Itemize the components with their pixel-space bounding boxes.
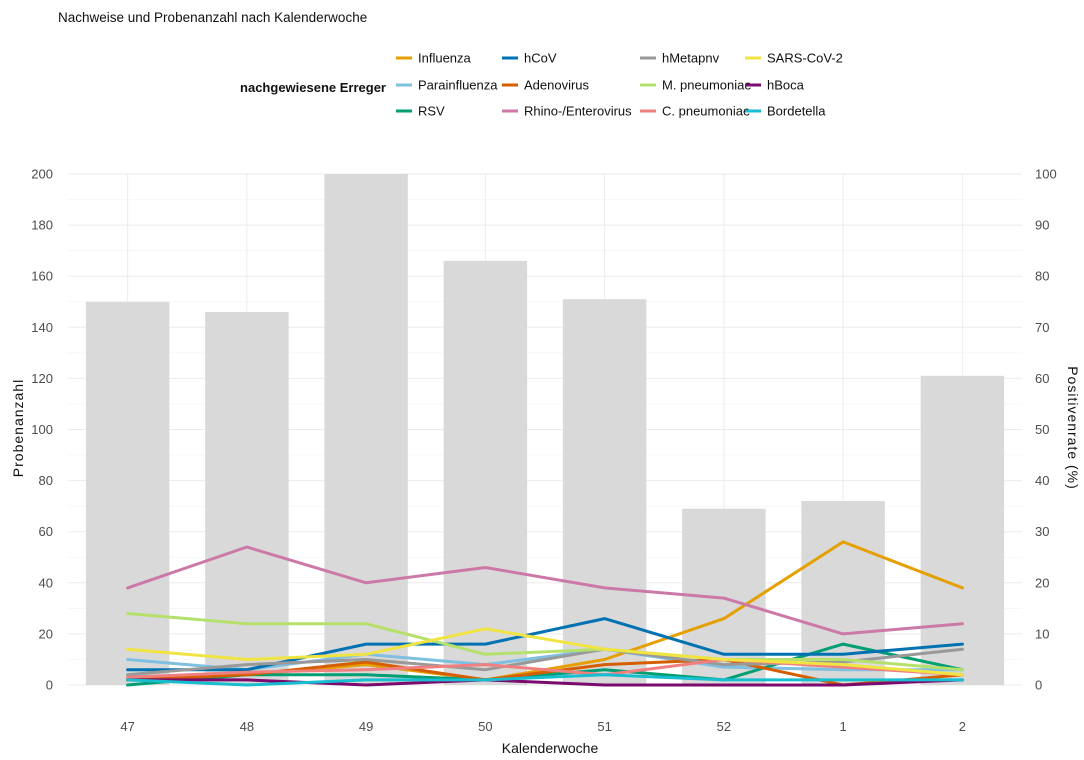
legend-item-parainfluenza: Parainfluenza	[396, 78, 498, 93]
legend-item-sars-cov-2: SARS-CoV-2	[745, 51, 843, 66]
legend-item-hmetapnv: hMetapnv	[640, 51, 720, 66]
legend-label: Influenza	[418, 51, 472, 66]
bar-week-48	[205, 311, 289, 685]
x-tick: 50	[478, 719, 492, 734]
y-tick-right: 10	[1035, 626, 1049, 641]
bar-week-50	[443, 260, 528, 685]
legend-item-rsv: RSV	[396, 104, 445, 119]
y-tick-left: 100	[31, 422, 53, 437]
legend-item-bordetella: Bordetella	[745, 104, 826, 119]
y-tick-left: 140	[31, 320, 53, 335]
legend-label: hBoca	[767, 78, 805, 93]
legend-item-hcov: hCoV	[502, 51, 557, 66]
legend-item-influenza: Influenza	[396, 51, 472, 66]
y-tick-left: 0	[46, 678, 53, 693]
x-tick: 48	[240, 719, 254, 734]
y-axis-left: 0 20 40 60 80 100 120 140 160 180 200	[31, 167, 53, 693]
x-tick: 2	[959, 719, 966, 734]
legend-item-hboca: hBoca	[745, 78, 805, 93]
y-tick-right: 90	[1035, 218, 1049, 233]
series-line-parainfluenza	[126, 647, 964, 672]
y-tick-right: 80	[1035, 269, 1049, 284]
series-line-hcov	[126, 617, 964, 672]
legend-label: hCoV	[524, 51, 557, 66]
y-tick-right: 50	[1035, 422, 1049, 437]
legend-item-rhino-enterovirus: Rhino-/Enterovirus	[502, 104, 632, 119]
y-tick-right: 40	[1035, 473, 1049, 488]
legend-item-c-pneumoniae: C. pneumoniae	[640, 104, 750, 119]
x-tick: 51	[597, 719, 611, 734]
y-tick-right: 100	[1035, 167, 1057, 182]
y-axis-right: 0 10 20 30 40 50 60 70 80 90 100	[1035, 167, 1057, 693]
y-tick-left: 40	[39, 575, 53, 590]
series-line-hboca	[126, 678, 964, 687]
y-tick-left: 120	[31, 371, 53, 386]
series-line-m-pneumoniae	[126, 612, 964, 672]
bar-week-2	[920, 375, 1005, 685]
y-tick-right: 20	[1035, 575, 1049, 590]
y-tick-left: 80	[39, 473, 53, 488]
y-tick-right: 60	[1035, 371, 1049, 386]
x-axis: 47 48 49 50 51 52 1 2	[120, 719, 966, 734]
y-tick-left: 60	[39, 524, 53, 539]
y-tick-left: 180	[31, 218, 53, 233]
legend-label: Adenovirus	[524, 78, 590, 93]
x-axis-label: Kalenderwoche	[502, 740, 599, 756]
series-line-rsv	[126, 642, 964, 687]
bar-week-51	[562, 299, 647, 685]
x-tick: 1	[840, 719, 847, 734]
legend-item-adenovirus: Adenovirus	[502, 78, 590, 93]
y-tick-right: 30	[1035, 524, 1049, 539]
legend-title: nachgewiesene Erreger	[240, 80, 386, 95]
series-lines	[126, 540, 964, 687]
x-tick: 47	[120, 719, 134, 734]
legend-label: hMetapnv	[662, 51, 720, 66]
series-line-bordetella	[126, 673, 964, 687]
y-tick-left: 20	[39, 626, 53, 641]
legend-label: SARS-CoV-2	[767, 51, 843, 66]
y-tick-left: 200	[31, 167, 53, 182]
legend: nachgewiesene Erreger Influenza Parainflu…	[240, 51, 843, 119]
y-axis-label-left: Probenanzahl	[10, 379, 26, 477]
bar-week-49	[324, 174, 408, 685]
legend-label: Rhino-/Enterovirus	[524, 104, 632, 119]
bar-week-47	[85, 301, 170, 685]
legend-label: Parainfluenza	[418, 78, 498, 93]
y-tick-left: 160	[31, 269, 53, 284]
legend-label: C. pneumoniae	[662, 104, 750, 119]
y-axis-label-right: Positivenrate (%)	[1065, 366, 1081, 490]
legend-item-m-pneumoniae: M. pneumoniae	[640, 78, 752, 93]
y-tick-right: 0	[1035, 678, 1042, 693]
series-line-c-pneumoniae	[126, 658, 964, 679]
x-tick: 49	[359, 719, 373, 734]
y-tick-right: 70	[1035, 320, 1049, 335]
series-line-rhino-enterovirus	[126, 545, 964, 636]
chart-title: Nachweise und Probenanzahl nach Kalender…	[58, 10, 367, 25]
legend-label: RSV	[418, 104, 445, 119]
legend-label: Bordetella	[767, 104, 826, 119]
series-line-sars-cov-2	[126, 627, 964, 677]
legend-label: M. pneumoniae	[662, 78, 752, 93]
x-tick: 52	[717, 719, 731, 734]
